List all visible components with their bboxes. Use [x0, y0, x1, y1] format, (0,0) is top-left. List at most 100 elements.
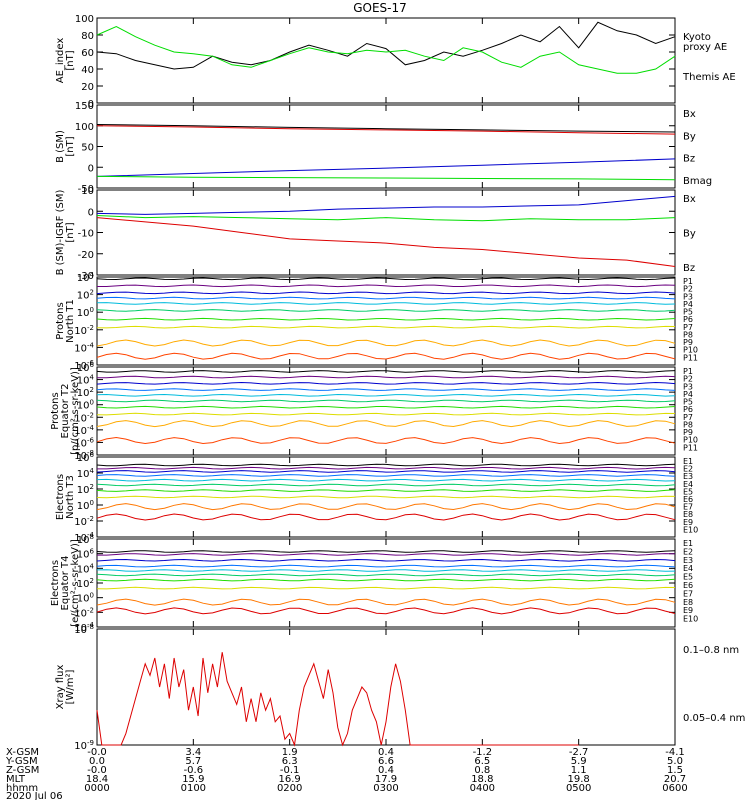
panel-7: Electrons Equator T4 [e/(cm²-s-sr-keV)]108… [50, 533, 698, 634]
x-axis-value: -0.1 [280, 765, 300, 776]
y-axis-label: Electrons [50, 560, 61, 606]
panel-frame [96, 17, 676, 104]
legend-channel: E7 [683, 589, 693, 598]
channel-line-p9 [96, 339, 676, 347]
y-tick-label: 10-4 [74, 531, 94, 544]
channel-line-e10 [96, 607, 676, 615]
channel-line-p6 [96, 309, 676, 312]
y-axis-label: Equator T2 [60, 384, 71, 439]
y-tick-label: 100 [75, 14, 94, 25]
y-tick-label: 102 [77, 577, 94, 590]
legend-channel: P3 [683, 382, 693, 391]
x-axis-value: 15.9 [182, 774, 204, 785]
x-axis-value: 0500 [566, 783, 591, 794]
y-axis-label: [e/(cm²-s-sr-keV)] [70, 539, 81, 627]
channel-line-p8 [96, 412, 676, 416]
legend-channel: E8 [683, 510, 693, 519]
y-tick-label: 100 [77, 399, 94, 412]
panel-frame [96, 104, 676, 189]
y-tick-label: 0 [88, 99, 94, 110]
panel-frame [96, 628, 676, 746]
y-tick-label: 106 [77, 451, 95, 464]
x-axis-value: 0100 [181, 783, 206, 794]
legend-channel: E7 [683, 503, 693, 512]
legend-entry: Kyoto [683, 32, 711, 43]
x-axis-value: -1.2 [473, 747, 493, 758]
y-axis-label: Equator T4 [60, 556, 71, 611]
y-axis-label: North T3 [65, 475, 76, 519]
panel-frame [96, 189, 676, 276]
panel-3: B (SM)-IGRF (SM) [nT] -30 -20 -10 0 10 Bx By Bz [55, 186, 696, 282]
x-axis-row-label: Z-GSM [6, 765, 39, 776]
x-axis-value: 16.9 [279, 774, 301, 785]
x-axis-table: X-GSM -0.0 3.4 1.9 0.4 -1.2 -2.7 -4.1 Y-GSM 0.0 5.… [5, 747, 688, 800]
y-tick-label: 10 [81, 186, 94, 197]
channel-line-p7 [96, 405, 676, 409]
y-tick-label: 60 [81, 48, 94, 59]
y-tick-label: 10-9 [74, 739, 94, 752]
x-axis-value: 0400 [470, 783, 495, 794]
y-tick-label: 10-2 [74, 411, 94, 424]
legend-entry: proxy AE [683, 42, 727, 53]
channel-line-e7 [96, 489, 676, 492]
legend-channel: P3 [683, 292, 693, 301]
y-tick-label: 10-2 [74, 324, 94, 337]
channel-line-p3 [96, 381, 676, 385]
x-axis-value: 1.9 [282, 747, 298, 758]
legend-channel: P6 [683, 405, 693, 414]
y-axis-label: B (SM)-IGRF (SM) [55, 190, 66, 276]
xray-line [96, 652, 579, 747]
channel-line-p10 [96, 436, 676, 445]
channel-line-e5 [96, 569, 676, 572]
channel-line-e3 [96, 558, 676, 562]
y-axis-label: Protons [50, 392, 61, 429]
y-tick-label: 80 [81, 31, 94, 42]
panel-6: Electrons North T310610410210010-210-4E1E… [55, 451, 698, 544]
panel-5: Protons Equator T2 [p/(cm²-s-sr-keV)]106 10… [50, 361, 698, 462]
x-axis-value: 6.3 [282, 756, 298, 767]
channel-line-e4 [96, 564, 676, 568]
x-axis-value: 3.4 [185, 747, 201, 758]
channel-line-p5 [96, 393, 676, 397]
legend-entry: By [683, 229, 696, 240]
y-tick-label: 100 [77, 306, 94, 319]
channel-line-e2 [97, 553, 676, 556]
x-axis-value: 18.8 [471, 774, 493, 785]
y-tick-label: 150 [75, 101, 94, 112]
panel-4: Protons North T1 104 102 100 10-2 10-4 10-6 P1P2… [55, 271, 698, 372]
y-tick-label: 10-4 [74, 424, 94, 437]
y-tick-label: 10-8 [74, 623, 94, 636]
legend-channel: P6 [683, 315, 693, 324]
legend-channel: E6 [683, 495, 693, 504]
series-line-bz [96, 217, 676, 267]
y-tick-label: 104 [77, 467, 95, 480]
legend-entry: Bx [683, 109, 696, 120]
x-axis-row-label: X-GSM [6, 747, 39, 758]
channel-line-e9 [96, 503, 676, 511]
legend-channel: E2 [683, 547, 693, 556]
legend-channel: E9 [683, 606, 693, 615]
channel-line-p1 [96, 277, 676, 281]
y-axis-label: [W/m²] [65, 669, 76, 704]
legend-channel: E1 [683, 457, 693, 466]
legend-entry: 0.05–0.4 nm [683, 713, 745, 724]
y-tick-label: -30 [78, 271, 94, 282]
x-axis-value: 0600 [662, 783, 687, 794]
legend-channel: P9 [683, 428, 693, 437]
legend-channel: P8 [683, 420, 693, 429]
y-axis-label: AE_index [55, 38, 66, 84]
y-axis-label: [p/(cm²-s-sr-keV)] [70, 367, 81, 455]
channel-line-e2 [97, 466, 676, 470]
channel-line-e3 [96, 470, 676, 473]
legend-channel: P4 [683, 390, 693, 399]
x-axis-value: 18.4 [86, 774, 108, 785]
legend-channel: E4 [683, 480, 693, 489]
legend-channel: E1 [683, 539, 693, 548]
x-axis-value: 5.9 [571, 756, 587, 767]
x-axis-value: 1.1 [571, 765, 587, 776]
channel-line-p2 [96, 375, 676, 379]
x-axis-value: 6.6 [378, 756, 394, 767]
y-tick-label: 106 [77, 548, 95, 561]
series-line-bx [96, 158, 676, 177]
